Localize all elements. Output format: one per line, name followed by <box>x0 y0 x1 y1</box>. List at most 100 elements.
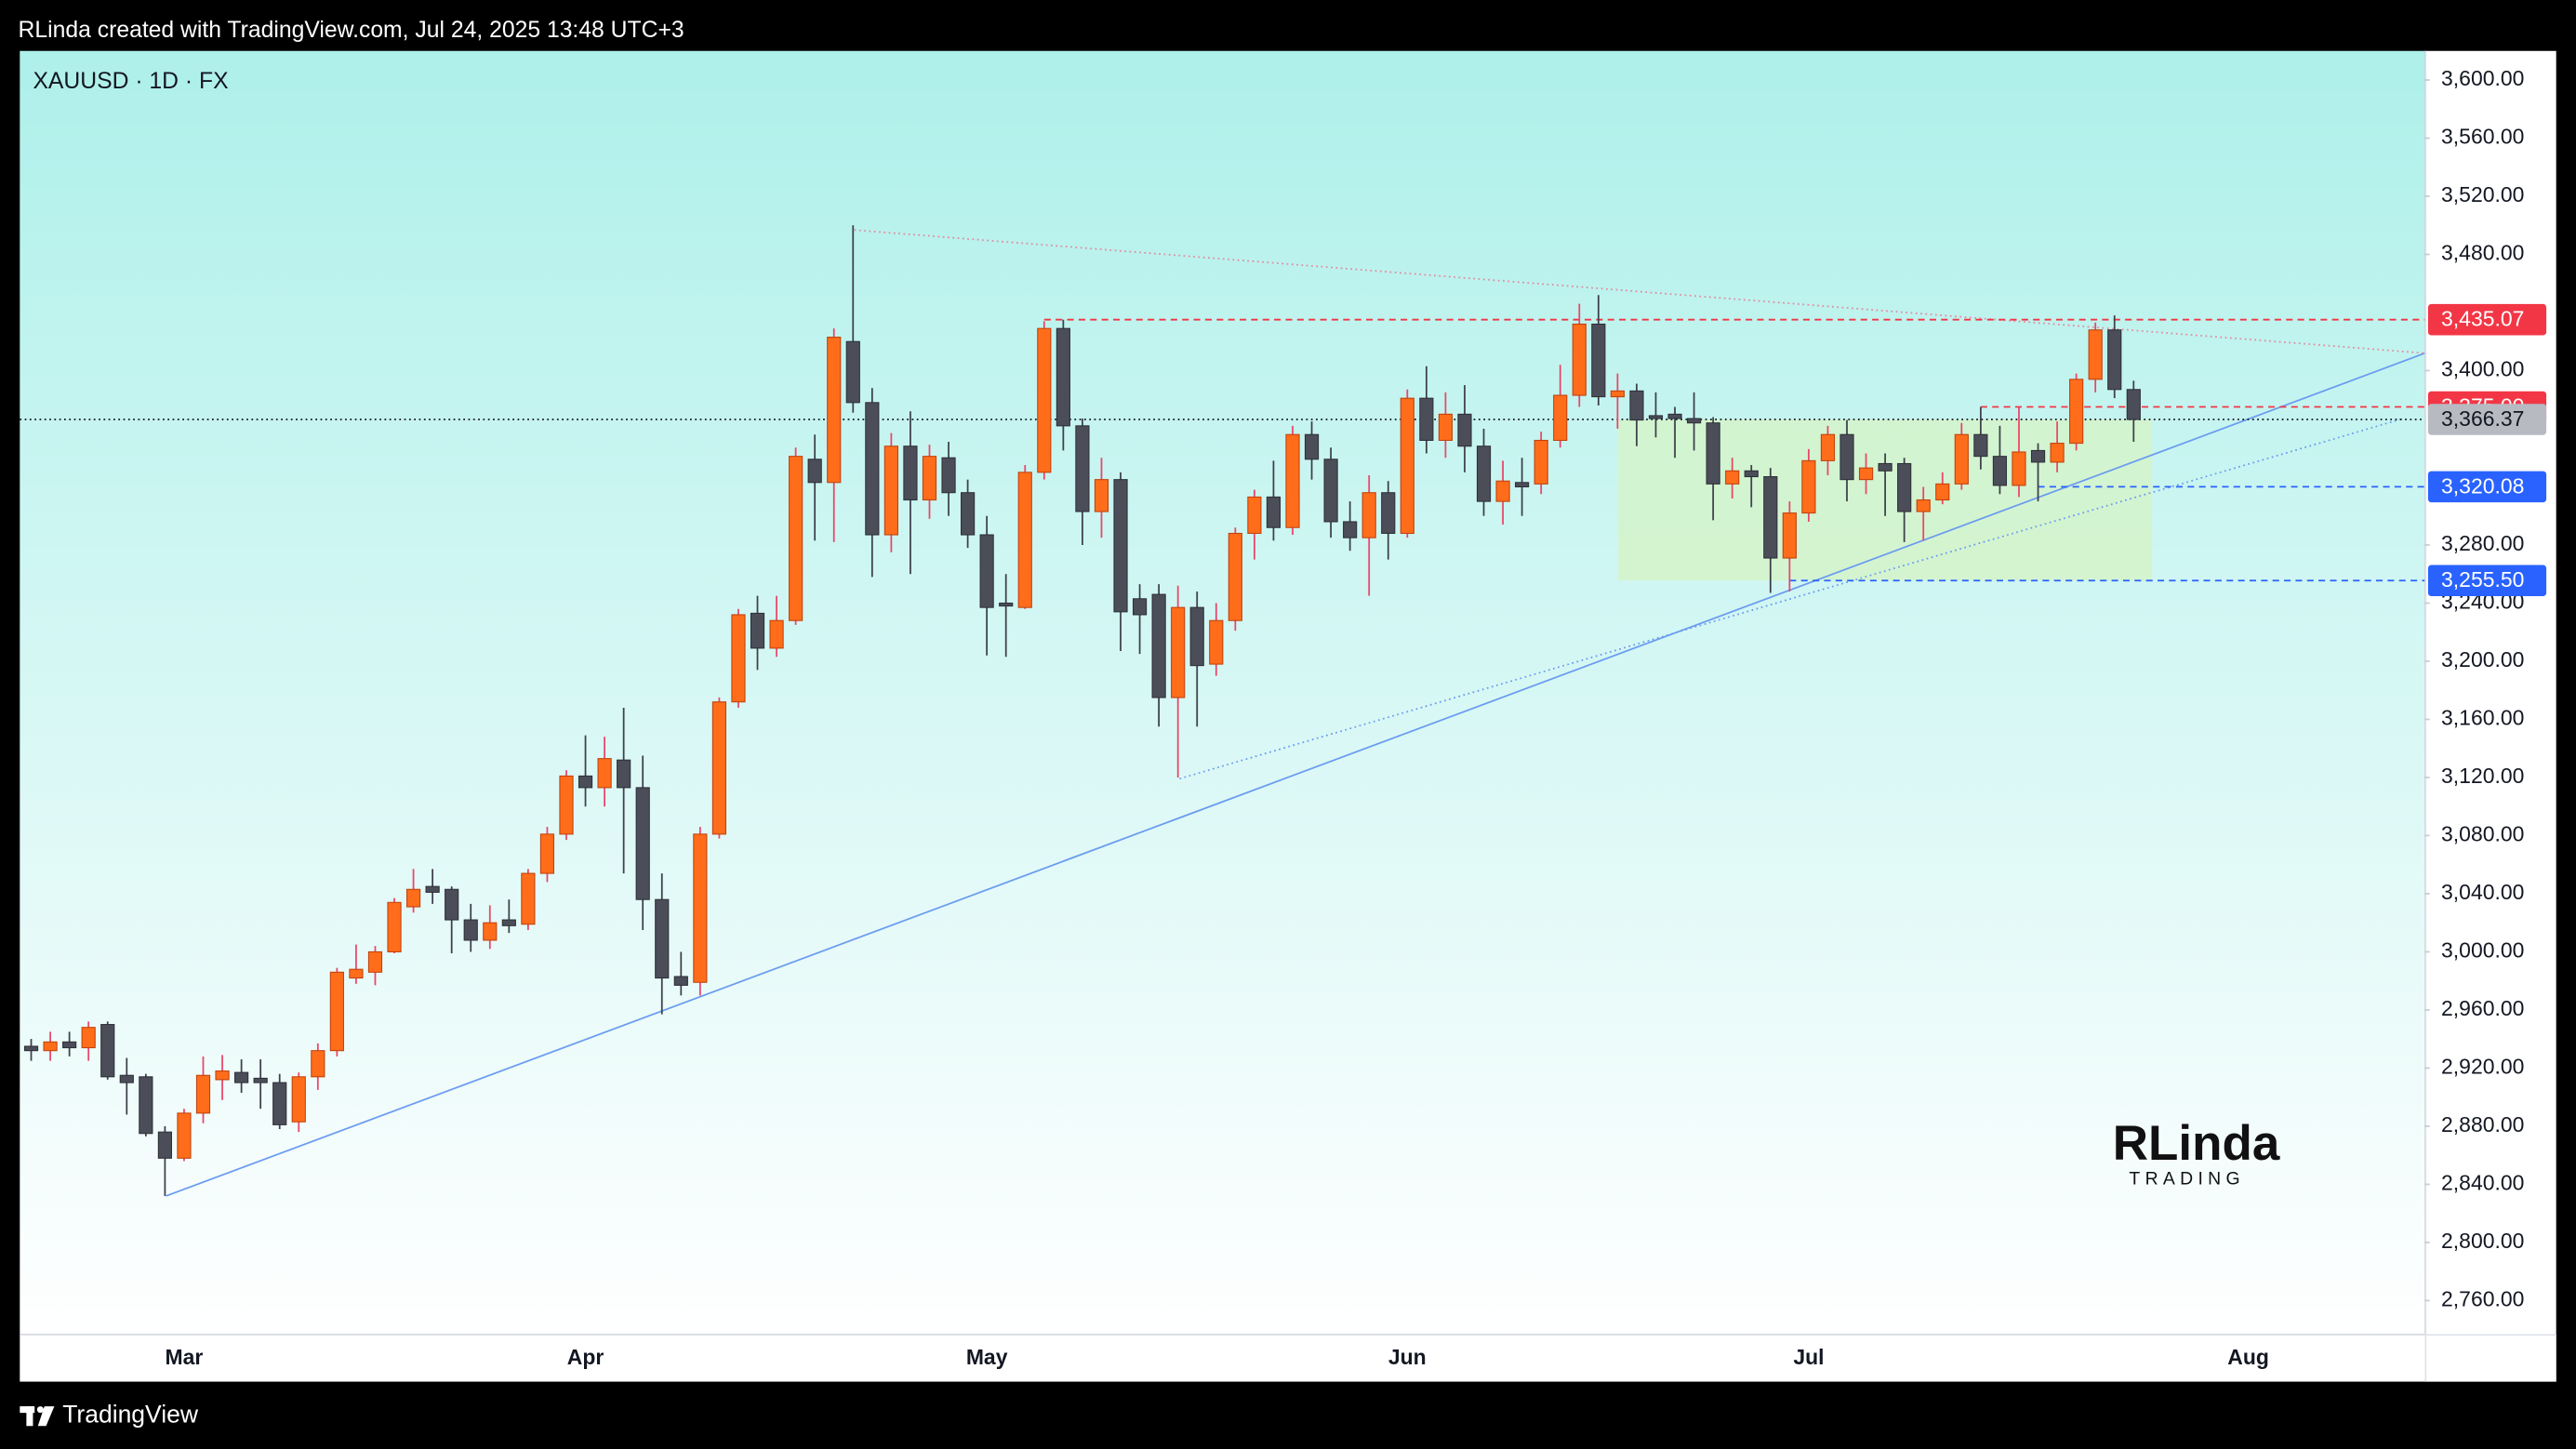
price-tag-label: 3,366.37 <box>2441 406 2524 431</box>
candle-body <box>1017 472 1032 608</box>
candle-body <box>1534 439 1548 485</box>
candle-body <box>2107 329 2122 391</box>
candle-body <box>1037 327 1052 473</box>
candle-body <box>1266 496 1281 528</box>
candle-body <box>43 1041 58 1052</box>
candle-body <box>157 1131 172 1159</box>
candle-body <box>1056 327 1070 427</box>
candle-body <box>23 1045 39 1052</box>
candle-body <box>539 833 555 874</box>
y-tick-label: 3,200.00 <box>2441 647 2524 671</box>
candle-body <box>789 456 803 621</box>
watermark-tagline: TRADING <box>2129 1168 2245 1189</box>
candle-body <box>1495 480 1510 502</box>
trend-line <box>854 229 2425 354</box>
candle-body <box>1457 413 1472 447</box>
candle-body <box>1189 606 1204 667</box>
candle-body <box>521 872 536 925</box>
x-tick-label: Mar <box>166 1345 204 1369</box>
candle-body <box>865 402 880 536</box>
y-tick-label: 3,040.00 <box>2441 880 2524 904</box>
x-tick-label: Aug <box>2227 1345 2269 1369</box>
y-tick-label: 3,080.00 <box>2441 822 2524 846</box>
candle-body <box>1075 425 1090 512</box>
candle-body <box>578 775 593 789</box>
candle-body <box>272 1082 287 1125</box>
candle-body <box>922 456 937 501</box>
trend-line <box>166 352 2425 1197</box>
candle-body <box>1935 483 1950 501</box>
candle-body <box>367 950 383 973</box>
candle-body <box>1209 619 1224 665</box>
candle-body <box>1228 532 1242 621</box>
candle-body <box>2030 449 2046 463</box>
candle-body <box>1629 390 1644 421</box>
candle-body <box>387 901 402 952</box>
y-tick-label: 3,480.00 <box>2441 241 2524 265</box>
y-tick-label: 3,520.00 <box>2441 182 2524 206</box>
candle-body <box>1247 496 1262 535</box>
candle-body <box>1954 433 1969 485</box>
candle-body <box>731 614 746 703</box>
candle-body <box>845 340 860 404</box>
candle-body <box>1304 433 1320 460</box>
candle-body <box>673 976 688 986</box>
candle-body <box>750 612 765 649</box>
candle-body <box>1897 462 1912 512</box>
candle-body <box>941 457 956 494</box>
candle-body <box>1687 418 1702 424</box>
symbol-title: XAUUSD · 1D · FX <box>33 69 228 94</box>
candle-body <box>1667 413 1682 419</box>
candle-body <box>501 919 516 926</box>
candle-body <box>807 459 822 484</box>
trend-line <box>1179 418 2402 780</box>
y-tick-label: 2,920.00 <box>2441 1054 2524 1078</box>
price-tag <box>2427 404 2547 435</box>
candle-body <box>1323 459 1338 523</box>
candle-body <box>81 1027 96 1049</box>
time-axis <box>20 1334 2556 1382</box>
x-tick-label: Apr <box>567 1345 604 1369</box>
candle-body <box>1801 459 1816 514</box>
candle-body <box>1094 479 1109 512</box>
candle-body <box>827 337 842 484</box>
candle-body <box>617 759 631 789</box>
candle-body <box>693 833 708 983</box>
candle-body <box>1782 512 1797 559</box>
y-tick-label: 3,160.00 <box>2441 706 2524 730</box>
candle-body <box>1438 413 1454 442</box>
credit: RLinda created with TradingView.com, Jul… <box>19 18 684 43</box>
y-tick-label: 3,120.00 <box>2441 764 2524 788</box>
candle-body <box>62 1041 77 1049</box>
candle-body <box>1132 598 1148 616</box>
candle-body <box>1171 606 1186 698</box>
plot-area <box>20 50 2425 1335</box>
candle-body <box>311 1050 325 1078</box>
candle-body <box>215 1070 230 1081</box>
candle-body <box>349 968 364 979</box>
candle-body <box>999 602 1014 607</box>
price-axis <box>2424 50 2556 1382</box>
y-tick-label: 3,000.00 <box>2441 938 2524 963</box>
candle-body <box>1878 462 1892 472</box>
x-tick-label: May <box>966 1345 1008 1369</box>
x-tick-label: Jul <box>1793 1345 1824 1369</box>
candle-body <box>1744 470 1759 478</box>
y-tick-label: 3,600.00 <box>2441 66 2524 90</box>
price-tag <box>2427 471 2547 503</box>
candle-body <box>1400 397 1414 535</box>
candle-body <box>1515 482 1530 488</box>
y-tick-label: 2,880.00 <box>2441 1112 2524 1137</box>
candle-body <box>1916 499 1931 512</box>
candle-body <box>291 1076 306 1123</box>
brand: TradingView <box>62 1401 199 1429</box>
candle-body <box>483 922 498 941</box>
candle-body <box>597 758 612 789</box>
logo-part <box>36 1406 44 1414</box>
logo-part <box>26 1406 33 1427</box>
candle-body <box>1572 323 1587 396</box>
candle-body <box>1763 476 1778 559</box>
y-tick-label: 2,760.00 <box>2441 1286 2524 1310</box>
price-tag <box>2427 565 2547 597</box>
